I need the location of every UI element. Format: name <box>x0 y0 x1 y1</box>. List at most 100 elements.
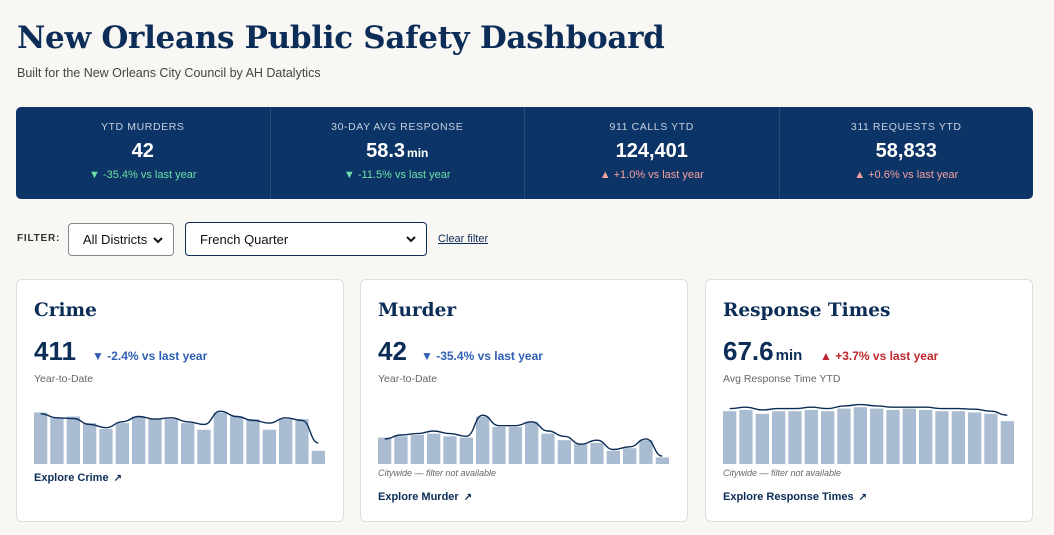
spark-bar <box>279 419 293 464</box>
spark-bar <box>935 411 949 464</box>
card-title: Response Times <box>723 300 891 321</box>
spark-bar <box>50 417 64 464</box>
kpi-change: ▼ -35.4% vs last year <box>89 169 197 181</box>
spark-bar <box>295 419 309 464</box>
district-select[interactable]: All Districts <box>68 223 174 256</box>
spark-bar <box>476 416 490 464</box>
filter-label: FILTER: <box>17 233 61 244</box>
kpi-label: 311 REQUESTS YTD <box>850 121 962 133</box>
spark-bar <box>1000 421 1014 464</box>
explore-response-times-link[interactable]: Explore Response Times ↗ <box>723 491 867 503</box>
neighborhood-select[interactable]: French Quarter <box>185 222 427 256</box>
spark-bar <box>197 429 211 464</box>
spark-bar <box>311 450 325 464</box>
card-number: 411 <box>34 336 76 366</box>
card-response-times: Response Times 67.6 min ▲ +3.7% vs last y… <box>705 279 1033 522</box>
response-times-sparkline <box>723 403 1014 464</box>
chevron-down-icon <box>153 237 163 244</box>
external-arrow-icon: ↗ <box>858 492 868 503</box>
spark-bar <box>639 440 653 464</box>
spark-bar <box>919 409 933 464</box>
spark-bar <box>574 444 588 464</box>
kpi-value: 124,401 <box>525 140 779 163</box>
explore-label: Explore Crime <box>34 472 109 484</box>
page-subtitle: Built for the New Orleans City Council b… <box>17 66 321 80</box>
kpi-number: 58,833 <box>875 140 937 162</box>
card-change: ▲ +3.7% vs last year <box>820 349 939 363</box>
spark-trend-line <box>384 414 663 457</box>
spark-bar <box>34 412 48 464</box>
kpi-ytd-murders: YTD MURDERS 42 ▼ -35.4% vs last year <box>16 107 271 199</box>
kpi-number: 58.3 <box>366 140 406 162</box>
kpi-change: ▼ -11.5% vs last year <box>343 169 451 181</box>
kpi-label: 30-DAY AVG RESPONSE <box>331 121 464 133</box>
spark-bar <box>788 411 802 464</box>
spark-bar <box>427 433 441 464</box>
spark-bar <box>181 423 195 464</box>
card-subtitle: Year-to-Date <box>34 373 94 385</box>
spark-bar <box>772 411 786 464</box>
spark-bar <box>723 411 737 464</box>
card-change: ▼ -35.4% vs last year <box>421 349 543 363</box>
kpi-number: 124,401 <box>615 140 688 162</box>
spark-bar <box>951 411 965 464</box>
card-value: 411 <box>34 336 76 367</box>
spark-bar <box>557 440 571 464</box>
explore-murder-link[interactable]: Explore Murder ↗ <box>378 491 472 503</box>
kpi-unit: min <box>407 146 429 160</box>
card-title: Murder <box>378 300 457 321</box>
spark-bar <box>378 437 392 464</box>
spark-bar <box>262 429 276 464</box>
kpi-number: 42 <box>131 140 154 162</box>
spark-bar <box>755 413 769 464</box>
external-arrow-icon: ↗ <box>113 473 122 484</box>
spark-trend-line <box>729 403 1008 416</box>
card-number: 42 <box>378 336 407 366</box>
spark-bar <box>164 419 178 464</box>
kpi-avg-response: 30-DAY AVG RESPONSE 58.3 min ▼ -11.5% vs … <box>271 107 525 199</box>
spark-bar <box>443 436 457 464</box>
card-value: 42 <box>378 336 407 367</box>
card-murder: Murder 42 ▼ -35.4% vs last year Year-to-… <box>360 279 688 522</box>
kpi-label: 911 CALLS YTD <box>609 121 694 133</box>
card-subtitle: Avg Response Time YTD <box>723 373 841 385</box>
card-change: ▼ -2.4% vs last year <box>92 349 208 363</box>
neighborhood-select-value: French Quarter <box>200 231 289 247</box>
citywide-note: Citywide — filter not available <box>723 468 842 478</box>
citywide-note: Citywide — filter not available <box>378 468 497 478</box>
spark-bar <box>83 423 97 464</box>
spark-bar <box>853 407 867 464</box>
kpi-bar: YTD MURDERS 42 ▼ -35.4% vs last year 30-… <box>16 107 1033 199</box>
clear-filter-link[interactable]: Clear filter <box>438 233 489 245</box>
spark-bar <box>492 427 506 464</box>
spark-bar <box>148 419 162 464</box>
spark-bar <box>541 433 555 464</box>
kpi-value: 58,833 <box>780 140 1034 163</box>
spark-bar <box>230 416 244 464</box>
spark-bar <box>459 437 473 464</box>
card-number: 67.6 <box>723 336 774 366</box>
kpi-311-requests: 311 REQUESTS YTD 58,833 ▲ +0.6% vs last … <box>780 107 1034 199</box>
spark-bar <box>804 409 818 464</box>
kpi-change: ▲ +0.6% vs last year <box>854 169 959 181</box>
spark-bar <box>902 408 916 464</box>
explore-crime-link[interactable]: Explore Crime ↗ <box>34 472 122 484</box>
spark-bar <box>968 412 982 464</box>
spark-bar <box>870 408 884 464</box>
spark-bar <box>655 457 669 464</box>
spark-bar <box>66 416 80 464</box>
spark-bar <box>410 435 424 464</box>
card-title: Crime <box>34 300 97 321</box>
external-arrow-icon: ↗ <box>463 492 473 503</box>
kpi-value: 42 <box>16 140 270 163</box>
spark-bar <box>525 421 539 464</box>
card-crime: Crime 411 ▼ -2.4% vs last year Year-to-D… <box>16 279 344 522</box>
spark-bar <box>115 423 129 464</box>
explore-label: Explore Response Times <box>723 491 854 503</box>
spark-bar <box>590 442 604 464</box>
spark-bar <box>132 416 146 464</box>
spark-bar <box>99 429 113 464</box>
kpi-label: YTD MURDERS <box>100 121 185 133</box>
murder-sparkline <box>378 414 669 464</box>
spark-bar <box>739 409 753 464</box>
